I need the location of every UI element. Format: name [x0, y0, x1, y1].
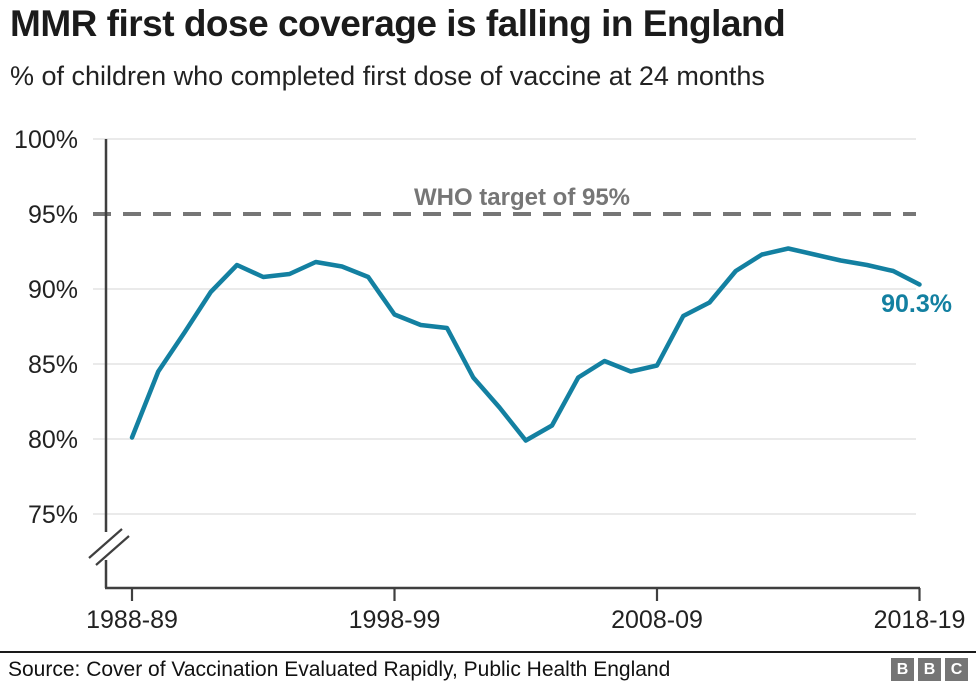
y-tick-label: 90% [28, 276, 78, 304]
latest-value-label: 90.3% [881, 290, 952, 318]
source-text: Source: Cover of Vaccination Evaluated R… [8, 657, 671, 681]
who-target-label: WHO target of 95% [414, 184, 630, 211]
chart-title: MMR first dose coverage is falling in En… [10, 3, 786, 44]
bbc-logo-letter: B [918, 658, 941, 681]
coverage-line-group [129, 246, 922, 443]
y-tick-label: 95% [28, 201, 78, 229]
x-tick-label: 2008-09 [611, 606, 703, 634]
chart-subtitle: % of children who completed first dose o… [10, 61, 765, 91]
x-tick-label: 1998-99 [349, 606, 441, 634]
x-tick-label: 2018-19 [874, 606, 966, 634]
axes [88, 139, 921, 601]
bbc-logo: B B C [891, 658, 968, 681]
bbc-logo-letter: C [945, 658, 968, 681]
axis-break-icon [88, 528, 123, 559]
coverage-line [129, 246, 922, 443]
source-bar: Source: Cover of Vaccination Evaluated R… [0, 651, 976, 686]
bbc-logo-letter: B [891, 658, 914, 681]
x-axis-labels: 1988-89 1998-99 2008-09 2018-19 [86, 606, 965, 634]
y-tick-label: 100% [14, 126, 78, 154]
line-chart: WHO target of 95% 90.3% 1988-89 1998-99 20… [14, 126, 965, 634]
axis-break-icon [95, 535, 130, 566]
y-tick-label: 80% [28, 426, 78, 454]
y-tick-label: 85% [28, 351, 78, 379]
y-tick-label: 75% [28, 501, 78, 529]
x-tick-label: 1988-89 [86, 606, 178, 634]
gridlines [93, 138, 916, 515]
y-axis-labels: 100% 95% 90% 85% 80% 75% [14, 126, 78, 529]
